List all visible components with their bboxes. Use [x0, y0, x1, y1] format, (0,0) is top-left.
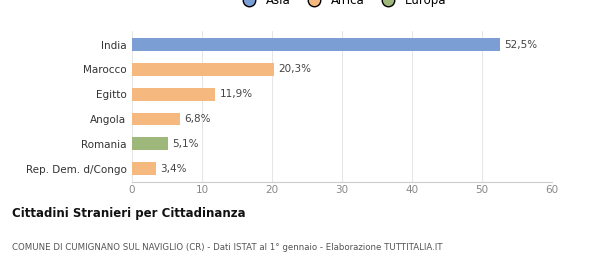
- Bar: [132, 63, 274, 76]
- Bar: [132, 113, 179, 126]
- Text: 5,1%: 5,1%: [172, 139, 199, 149]
- Bar: [132, 88, 215, 101]
- Text: 3,4%: 3,4%: [160, 164, 187, 174]
- Text: Cittadini Stranieri per Cittadinanza: Cittadini Stranieri per Cittadinanza: [12, 207, 245, 220]
- Text: COMUNE DI CUMIGNANO SUL NAVIGLIO (CR) - Dati ISTAT al 1° gennaio - Elaborazione : COMUNE DI CUMIGNANO SUL NAVIGLIO (CR) - …: [12, 243, 443, 252]
- Bar: [132, 137, 168, 150]
- Legend: Asia, Africa, Europa: Asia, Africa, Europa: [235, 0, 449, 10]
- Text: 11,9%: 11,9%: [220, 89, 253, 99]
- Text: 52,5%: 52,5%: [504, 40, 537, 49]
- Bar: [132, 162, 156, 175]
- Text: 6,8%: 6,8%: [184, 114, 211, 124]
- Bar: [132, 38, 499, 51]
- Text: 20,3%: 20,3%: [278, 64, 311, 74]
